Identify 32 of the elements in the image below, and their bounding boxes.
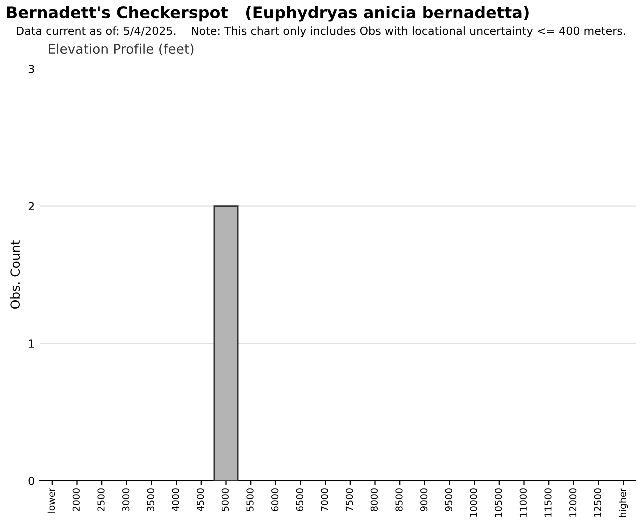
y-axis-title: Obs. Count: [10, 240, 20, 309]
x-tick-label: 2000: [72, 488, 80, 512]
x-tick-label: 12000: [570, 488, 577, 517]
x-tick-label: 3500: [147, 488, 154, 512]
y-tick-label: 0: [28, 476, 34, 486]
x-tick-label: 7500: [346, 488, 354, 512]
x-tick-label: 4000: [172, 488, 180, 512]
y-tick-label: 2: [28, 202, 34, 211]
x-tick-label: 7000: [321, 488, 328, 512]
x-tick-label: 11500: [544, 488, 552, 517]
x-tick-label: 2500: [98, 488, 105, 512]
chart-title: Bernadett's Checkerspot (Euphydryas anicia bernadetta): [7, 6, 529, 22]
x-tick-label: 6000: [272, 488, 279, 512]
x-tick-label: lower: [48, 488, 56, 513]
x-tick-label: 10000: [470, 488, 478, 517]
x-tick-label: 8500: [396, 488, 403, 512]
x-tick-label: 5500: [246, 488, 254, 512]
x-tick-label: 8000: [370, 488, 378, 512]
text: Elevation Profile (feet): [49, 44, 194, 56]
x-tick-label: 12500: [594, 488, 602, 517]
x-tick-label: 10500: [495, 488, 502, 517]
x-tick-label: 3000: [122, 488, 130, 512]
x-tick-label: higher: [619, 488, 628, 518]
x-tick-label: 11000: [520, 488, 527, 517]
x-tick-label: 5000: [222, 488, 229, 512]
x-tick-label: 6500: [296, 488, 304, 512]
chart-subtitle: Data current as of: 5/4/2025. Note: This chart only includes Obs with locational uncertainty <= 400 meters.: [17, 26, 626, 38]
y-tick-label: 3: [28, 64, 34, 74]
x-tick-label: 9500: [445, 488, 452, 512]
y-tick-label: 1: [29, 340, 34, 348]
x-tick-label: 4500: [197, 488, 204, 512]
x-tick-label: 9000: [420, 488, 428, 512]
